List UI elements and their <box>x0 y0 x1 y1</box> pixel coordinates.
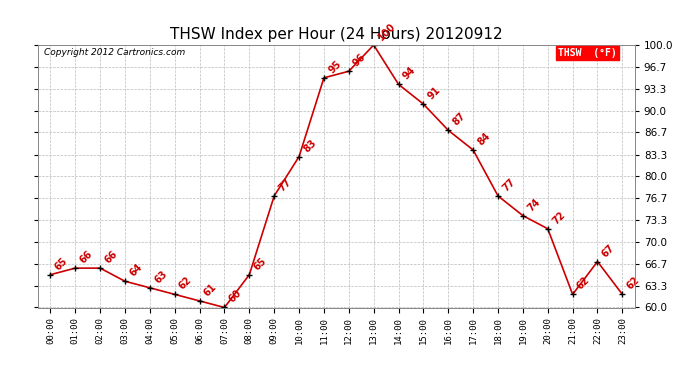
Text: 100: 100 <box>376 21 397 42</box>
Text: 61: 61 <box>202 282 219 298</box>
Text: 65: 65 <box>252 255 268 272</box>
Text: 96: 96 <box>351 52 368 69</box>
Text: 66: 66 <box>78 249 95 266</box>
Text: 67: 67 <box>600 242 617 259</box>
Text: 66: 66 <box>103 249 119 266</box>
Text: Copyright 2012 Cartronics.com: Copyright 2012 Cartronics.com <box>44 48 185 57</box>
Text: 95: 95 <box>326 58 343 75</box>
Text: 83: 83 <box>302 137 318 154</box>
Text: 91: 91 <box>426 85 442 101</box>
Text: 63: 63 <box>152 268 169 285</box>
Text: 62: 62 <box>177 275 194 292</box>
Text: 94: 94 <box>401 65 417 82</box>
Text: 77: 77 <box>500 177 517 193</box>
Text: 62: 62 <box>625 275 642 292</box>
Text: 65: 65 <box>53 255 70 272</box>
Title: THSW Index per Hour (24 Hours) 20120912: THSW Index per Hour (24 Hours) 20120912 <box>170 27 503 42</box>
Text: 72: 72 <box>550 210 567 226</box>
Text: 84: 84 <box>475 130 493 147</box>
Text: 87: 87 <box>451 111 468 128</box>
Text: 77: 77 <box>277 177 293 193</box>
Text: 64: 64 <box>128 262 144 279</box>
Text: 62: 62 <box>575 275 592 292</box>
Text: THSW  (°F): THSW (°F) <box>558 48 617 58</box>
Text: 60: 60 <box>227 288 244 305</box>
Text: 74: 74 <box>525 196 542 213</box>
